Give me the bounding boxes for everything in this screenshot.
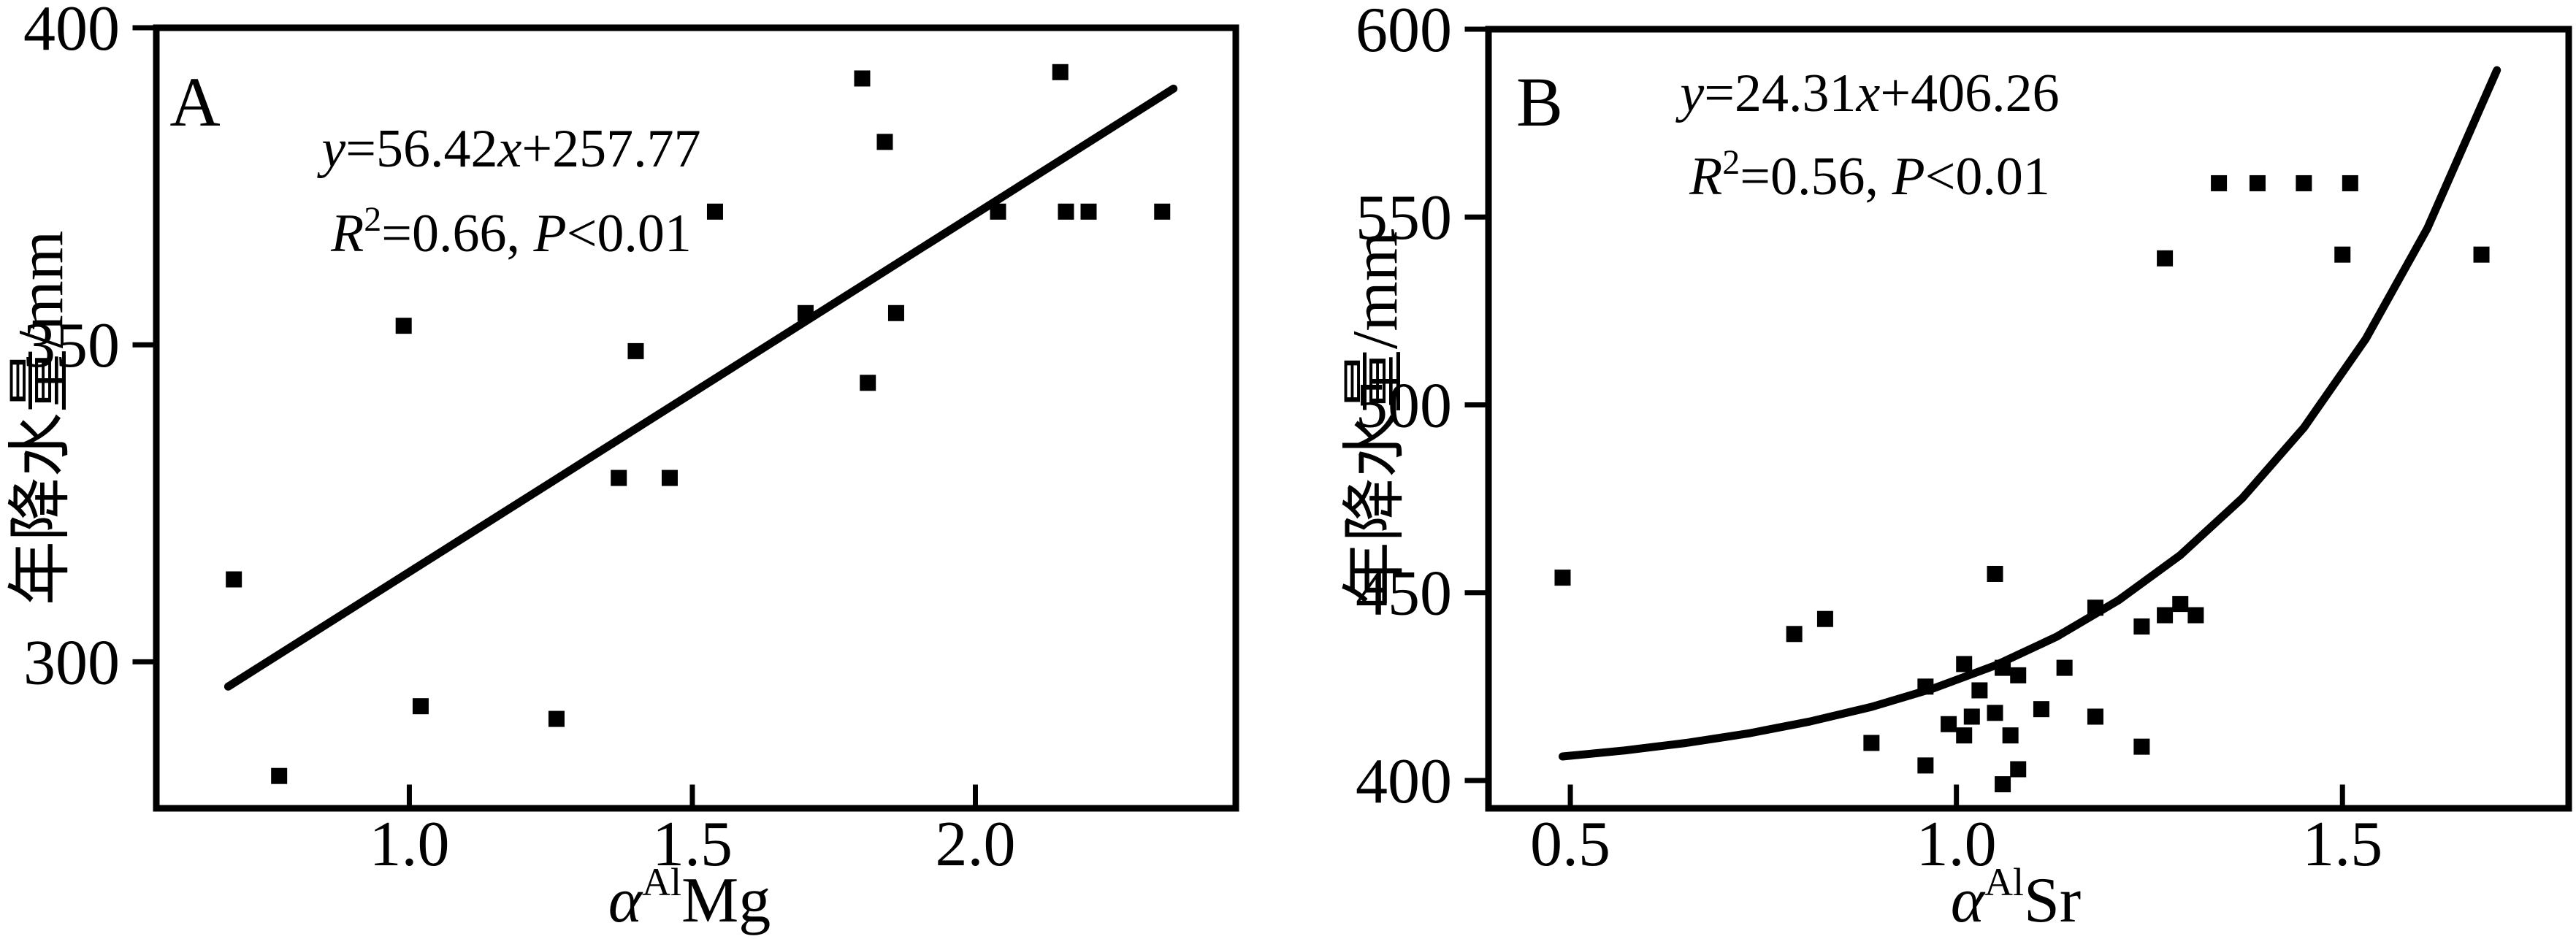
data-point — [1058, 203, 1074, 220]
data-point — [548, 710, 565, 727]
data-point — [797, 304, 814, 321]
data-point — [2157, 607, 2174, 624]
data-point — [1956, 727, 1973, 744]
data-point — [1863, 735, 1880, 751]
data-point — [1052, 64, 1069, 80]
data-point — [2157, 250, 2174, 267]
data-point — [1941, 716, 1957, 732]
y-tick-label: 500 — [1356, 370, 1452, 441]
data-point — [2172, 596, 2189, 613]
y-tick-label: 450 — [1356, 559, 1452, 629]
panel-a: 1.0 1.5 2.0 300 350 400 Ay=56.42x+257.77 R2​=0.… — [6, 0, 1239, 936]
data-point — [611, 470, 627, 486]
data-point — [2473, 246, 2490, 263]
data-point — [395, 318, 412, 334]
equation-line-2: R2​=0.66, P<0.01 — [330, 200, 692, 264]
x-axis-title: αAlMg — [608, 860, 771, 936]
data-point — [627, 342, 644, 359]
panel-letter: B — [1516, 63, 1563, 141]
data-point — [1971, 682, 1988, 699]
data-point — [2010, 667, 2027, 683]
data-point — [706, 203, 723, 220]
data-point — [1995, 659, 2011, 676]
data-point — [226, 571, 242, 588]
data-point — [271, 767, 288, 784]
regression-line — [223, 84, 1178, 691]
x-tick-label: 2.0 — [935, 809, 1015, 880]
data-point — [1917, 757, 1934, 774]
x-tick-label: 1.5 — [652, 809, 733, 880]
data-point — [2296, 175, 2312, 191]
data-point — [2211, 175, 2228, 191]
data-point — [2249, 175, 2266, 191]
equation-line-2: R2​=0.56, P<0.01 — [1689, 143, 2050, 207]
equation-line-1: y=56.42x+257.77 — [316, 119, 700, 179]
data-point — [2342, 175, 2358, 191]
y-tick-label: 400 — [1356, 746, 1452, 817]
y-tick-label: 600 — [1356, 0, 1452, 66]
x-tick-label: 1.0 — [369, 809, 449, 880]
data-point — [2056, 659, 2073, 676]
data-point — [2334, 246, 2351, 263]
data-point — [1963, 708, 1980, 725]
data-point — [1917, 678, 1934, 695]
y-axis-title: 年降水量/mm — [1340, 231, 1411, 606]
data-point — [876, 134, 893, 150]
data-point — [2033, 701, 2049, 718]
data-point — [990, 203, 1006, 220]
plot-box — [153, 24, 1239, 812]
y-tick-label: 550 — [1356, 183, 1452, 253]
y-tick-label: 350 — [23, 310, 120, 381]
data-point — [1956, 656, 1973, 672]
panel-b: 0.5 1.0 1.5 400 450 500 550 600 B y=24.31x+406.26… — [1340, 0, 2572, 936]
data-point — [1995, 776, 2011, 793]
plot-box — [1485, 26, 2572, 812]
data-point — [412, 698, 429, 715]
data-point — [2087, 708, 2103, 725]
data-point — [2087, 599, 2103, 616]
data-point — [854, 70, 871, 87]
regression-curve — [1559, 66, 2502, 761]
data-point — [887, 304, 904, 321]
x-axis-title: αAlSr — [1951, 860, 2081, 936]
data-point — [661, 470, 678, 486]
data-point — [860, 375, 876, 391]
y-tick-label: 400 — [23, 0, 120, 64]
data-point — [2002, 727, 2019, 744]
data-point — [1816, 610, 1833, 627]
x-tick-label: 1.0 — [1916, 809, 1997, 880]
data-point — [1987, 565, 2003, 582]
y-axis-title: 年降水量/mm — [6, 231, 77, 605]
data-point — [2187, 607, 2204, 624]
y-tick-label: 300 — [23, 627, 120, 698]
data-point — [1154, 203, 1171, 220]
x-tick-label: 1.5 — [2302, 809, 2382, 880]
panel-letter: A — [169, 63, 220, 141]
equation-line-1: y=24.31x+406.26 — [1675, 64, 2059, 123]
data-point — [2010, 761, 2027, 778]
data-point — [2133, 618, 2150, 635]
x-tick-label: 0.5 — [1530, 809, 1610, 880]
data-point — [1987, 705, 2003, 721]
data-point — [1080, 203, 1097, 220]
data-point — [2133, 738, 2150, 755]
data-point — [1786, 626, 1803, 643]
data-point — [1554, 570, 1571, 586]
